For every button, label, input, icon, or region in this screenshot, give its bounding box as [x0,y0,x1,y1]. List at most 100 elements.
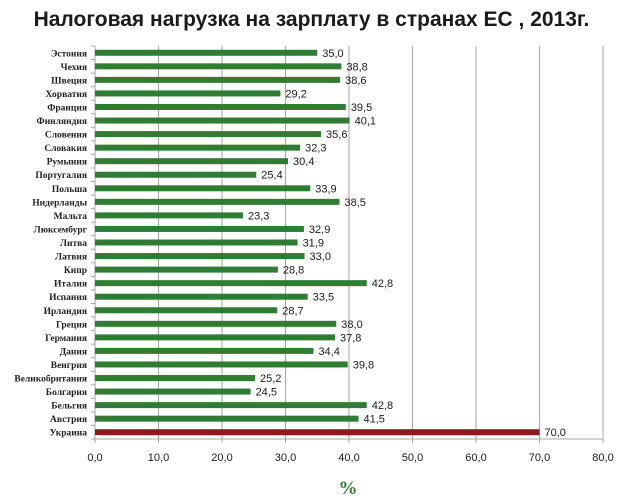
value-label: 28,8 [283,265,304,277]
bar-2 [95,63,342,70]
value-label: 30,4 [293,156,314,168]
x-tick-label: 60,0 [465,452,486,464]
category-label: Чехия [61,63,87,73]
x-tick-label: 0,0 [87,452,102,464]
category-label: Словакия [44,144,87,154]
value-label: 25,4 [261,170,282,182]
category-label: Бельгия [51,402,87,412]
category-label: Италия [54,280,87,290]
value-label: 33,9 [315,183,336,195]
category-label: Кипр [64,266,87,276]
category-label: Болгария [46,388,87,398]
bar-11 [95,185,311,192]
category-label: Литва [60,239,87,249]
value-label: 42,8 [372,400,393,412]
category-label: Нидерланды [32,198,87,208]
category-label: Швеция [51,76,87,86]
bar-7 [95,131,322,138]
category-label: Польша [52,185,87,195]
bar-23 [95,347,314,354]
category-label: Эстония [51,49,87,59]
bar-28 [95,415,359,422]
value-label: 39,8 [353,359,374,371]
value-label: 35,6 [326,129,347,141]
value-labels: 35,038,8 38,6 29,2 39,5 40,1 35,632,330,4 25,4… [248,48,566,439]
value-label: 70,0 [545,427,566,439]
bar-15 [95,239,298,246]
bar-10 [95,171,257,178]
value-label: 39,5 [351,102,372,114]
value-label: 38,5 [344,197,365,209]
bar-21 [95,320,337,327]
bar-4 [95,90,281,97]
value-label: 32,3 [305,143,326,155]
x-tick-label: 30,0 [275,452,296,464]
bar-27 [95,402,367,409]
x-axis-label: % [339,478,358,499]
value-label: 28,7 [282,305,303,317]
value-label: 41,5 [364,414,385,426]
value-label: 33,5 [313,292,334,304]
value-label: 24,5 [256,387,277,399]
value-label: 31,9 [303,238,324,250]
x-tick-label: 10,0 [148,452,169,464]
x-tick-label: 80,0 [592,452,613,464]
bar-14 [95,225,304,232]
category-label: Словения [45,131,87,141]
value-label: 33,0 [310,251,331,263]
category-label: Хорватия [45,90,87,100]
value-label: 42,8 [372,278,393,290]
category-label: Португалия [35,171,87,181]
bar-8 [95,144,301,151]
value-label: 35,0 [322,48,343,60]
value-label: 37,8 [340,332,361,344]
category-label: Дания [60,347,87,357]
category-label: Финляндия [37,117,87,127]
category-label: Венгрия [51,361,87,371]
category-label: Германия [45,334,87,344]
bar-22 [95,334,336,341]
category-label: Румыния [47,158,87,168]
value-label: 38,8 [346,61,367,73]
bar-17 [95,266,278,273]
value-label: 23,3 [248,210,269,222]
value-label: 34,4 [318,346,339,358]
bar-16 [95,253,305,260]
x-tick-label: 70,0 [529,452,550,464]
bar-9 [95,158,289,165]
x-tick-labels: 0,0 10,0 20,0 30,0 40,0 50,0 60,0 70,0 80,0 [87,452,613,464]
bar-26 [95,388,251,395]
value-label: 29,2 [285,88,306,100]
category-labels: Эстония Чехия Швеция Хорватия Франция Финлянд… [14,49,87,438]
bar-18 [95,280,367,287]
value-label: 38,0 [341,319,362,331]
bar-20 [95,307,278,314]
category-label: Австрия [50,415,87,425]
category-label: Ирландия [44,307,87,317]
bar-3 [95,76,341,83]
bar-13 [95,212,243,219]
category-label: Мальта [54,212,88,222]
category-label: Греция [56,320,87,330]
category-label: Великобритания [14,374,87,385]
bar-6 [95,117,350,124]
bars [95,49,540,436]
category-label: Испания [49,293,87,303]
x-tick-label: 20,0 [211,452,232,464]
bar-29 [95,429,540,436]
value-label: 25,2 [260,373,281,385]
bar-24 [95,361,348,368]
bar-19 [95,293,308,300]
bar-12 [95,198,340,205]
value-label: 38,6 [345,75,366,87]
chart-title: Налоговая нагрузка на зарплату в странах… [33,8,590,31]
category-label: Латвия [55,253,87,263]
category-label: Франция [47,103,87,113]
bar-1 [95,49,318,56]
x-tick-label: 50,0 [402,452,423,464]
bar-25 [95,375,256,382]
category-label: Украина [50,429,88,439]
value-label: 32,9 [309,224,330,236]
category-label: Люксембург [34,224,88,235]
